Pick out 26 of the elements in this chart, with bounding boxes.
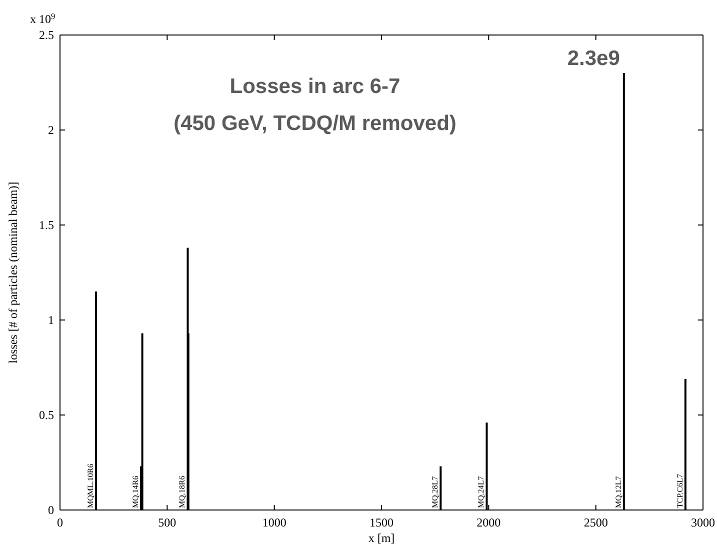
annotation: MQ.12L7: [614, 476, 623, 508]
x-tick-label: 2000: [476, 516, 501, 530]
annotation: TCP.C6L7: [675, 474, 684, 508]
annotation: Losses in arc 6-7: [230, 75, 400, 98]
text: x 10$^{9}$: [30, 12, 56, 26]
y-axis-title: losses [# of particles (nominal beam)]: [6, 182, 20, 364]
x-tick-label: 3000: [691, 516, 715, 530]
x-tick-label: 1500: [370, 516, 394, 530]
y-tick-label: 0: [48, 502, 54, 517]
annotation: MQML.10R6: [86, 464, 96, 508]
x-tick-label: 2500: [584, 516, 608, 530]
y-tick-label: 1.5: [39, 218, 54, 232]
annotation: 2.3e9: [567, 47, 620, 70]
annotation: (450 GeV, TCDQ/M removed): [174, 112, 456, 135]
annotation: MQ.18R6: [178, 476, 187, 508]
annotation: MQ.14R6: [131, 476, 140, 508]
x-tick-label: 1000: [262, 516, 286, 530]
y-tick-label: 2: [48, 122, 54, 137]
y-tick-label: 2.5: [39, 28, 54, 42]
x-tick-label: 500: [158, 516, 176, 530]
x-axis-title: x [m]: [368, 531, 395, 545]
annotation: MQ.28L7: [430, 476, 440, 508]
x-tick-label: 0: [57, 516, 63, 530]
y-tick-label: 0.5: [39, 408, 54, 422]
y-tick-label: 1: [48, 312, 54, 327]
annotation: MQ.24L7: [476, 476, 486, 508]
